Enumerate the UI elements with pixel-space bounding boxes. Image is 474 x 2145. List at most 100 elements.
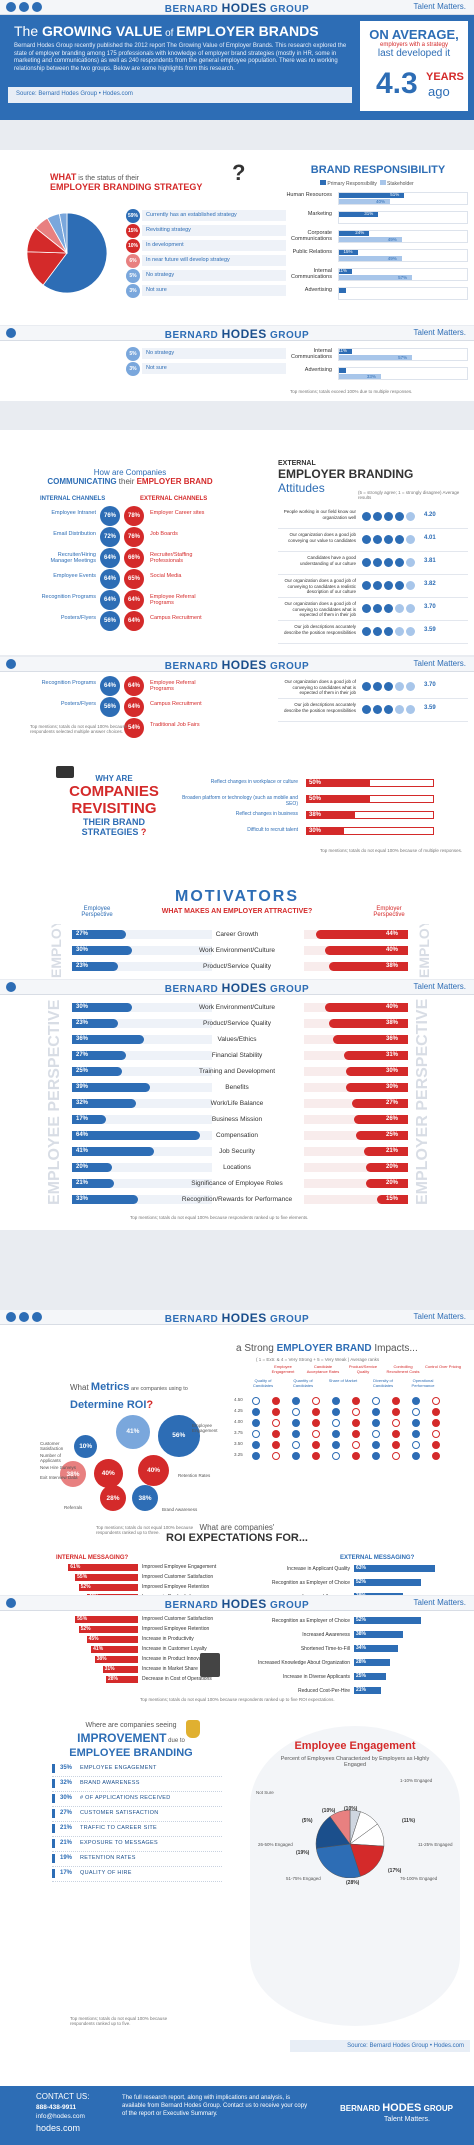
brand-logo: BERNARD HODES GROUP [164, 1311, 310, 1325]
engagement-slice-label: 1-10% Engaged [400, 1778, 433, 1783]
improve-marker [52, 1794, 55, 1803]
internal-channel-value: 76% [100, 506, 120, 526]
resp-label: Marketing [307, 211, 332, 217]
engagement-slice-value: (19%) [296, 1850, 310, 1856]
strategy-item: 10% In development [126, 238, 286, 253]
employee-track [72, 1067, 212, 1076]
engagement-labels: Not Sure 1-10% Engaged 11-25% Engaged 26-50… [250, 1772, 474, 1886]
internal-channel-value: 64% [100, 548, 120, 568]
primary-value: 24% [355, 230, 365, 235]
external-row: Increased Awareness 38% [232, 1629, 452, 1643]
roi-bubbles: 41% 56% 10% 40% 40% 38% 28% 38% Customer Satisfa… [40, 1415, 230, 1515]
score-dot [384, 512, 393, 521]
strategy-item: 3% Not sure [126, 283, 286, 298]
expect-note: Top mentions; totals do not equal 100% b… [140, 1697, 335, 1702]
facebook-icon[interactable] [6, 2, 16, 12]
employer-bar [356, 1131, 408, 1140]
impact-col-bottom: Share of Market [328, 1378, 358, 1383]
external-bar [354, 1645, 398, 1652]
primary-bar [338, 367, 346, 373]
internal-label: Improved Customer Satisfaction [142, 1616, 214, 1622]
brand-logo: BERNARD HODES GROUP [164, 1597, 310, 1611]
employer-value: 36% [386, 1036, 399, 1042]
years-number: 4.3 [376, 67, 418, 100]
linkedin-icon[interactable] [32, 2, 42, 12]
employee-value: 30% [76, 947, 89, 953]
revisit-value: 30% [309, 828, 322, 834]
employee-value: 41% [76, 1148, 89, 1154]
internal-messaging-label: INTERNAL MESSAGING? [56, 1555, 129, 1561]
contact-email[interactable]: info@hodes.com [36, 2113, 85, 2120]
improve-label: QUALITY OF HIRE [80, 1870, 132, 1876]
impact-dot [292, 1452, 300, 1460]
resp-label: Human Resources [286, 192, 332, 198]
internal-row: 28% Decrease in Cost of Operations [48, 1675, 228, 1685]
impact-col-bottom: Operational Performance [411, 1378, 435, 1388]
facebook-icon[interactable] [6, 1312, 16, 1322]
tagline: Talent Matters. [413, 659, 466, 668]
channel-row: Employee Events 64% 65% Social Media [0, 569, 250, 590]
external-value: 34% [356, 1645, 367, 1651]
impact-dot [292, 1419, 300, 1427]
internal-channel-value: 72% [100, 527, 120, 547]
impact-dot [332, 1452, 340, 1460]
motivator-row: 36% Values/Ethics 36% [0, 1033, 474, 1049]
motivator-label: Financial Stability [211, 1052, 263, 1059]
contact-phone[interactable]: 888-438-9911 [36, 2104, 77, 2111]
facebook-icon[interactable] [6, 1598, 16, 1608]
impact-scale: 3.50 [234, 1441, 243, 1446]
tagline: Talent Matters. [413, 2, 466, 11]
employer-bar [343, 1051, 408, 1060]
engagement-slice-value: (28%) [346, 1880, 360, 1886]
employer-track [304, 1195, 408, 1204]
primary-value: 15% [343, 249, 353, 254]
revisit-value: 38% [309, 812, 322, 818]
facebook-icon[interactable] [6, 659, 16, 669]
impact-dot [432, 1397, 440, 1405]
employee-value: 39% [76, 1084, 89, 1090]
strategy-list: 59% Currently has an established strategy… [126, 208, 286, 298]
twitter-icon[interactable] [19, 2, 29, 12]
impacts-title: a Strong EMPLOYER BRAND Impacts... [236, 1343, 418, 1354]
facebook-icon[interactable] [6, 328, 16, 338]
impact-dot [312, 1419, 320, 1427]
employee-value: 64% [76, 1132, 89, 1138]
engagement-subtitle: Percent of Employees Characterized by Em… [280, 1756, 430, 1768]
internal-channel-label: Email Distribution [53, 531, 96, 537]
motivator-row: 41% Job Security 21% [0, 1145, 474, 1161]
external-channel-value: 64% [124, 611, 144, 631]
employee-bar [72, 1147, 154, 1156]
employer-value: 20% [386, 1164, 399, 1170]
external-channel-value: 64% [124, 676, 144, 696]
internal-row: 45% Increase in Productivity [48, 1635, 228, 1645]
external-channel-label: Campus Recruitment [150, 701, 202, 707]
motivator-label: Business Mission [211, 1116, 263, 1123]
stake-value: 49% [387, 237, 397, 242]
primary-value: 51% [390, 192, 400, 197]
employer-value: 21% [386, 1148, 399, 1154]
internal-rows-2: 55% Improved Customer Satisfaction 52% Impr… [48, 1615, 228, 1685]
facebook-icon[interactable] [6, 982, 16, 992]
impact-dot [332, 1430, 340, 1438]
roi-bubble-label: Retention Rates [178, 1473, 211, 1478]
impact-dot [372, 1419, 380, 1427]
external-channel-label: Social Media [150, 573, 182, 579]
attitude-score: 3.70 [424, 682, 436, 688]
score-dot [373, 535, 382, 544]
engagement-slice [329, 1809, 351, 1845]
motivator-row: 20% Locations 20% [0, 1161, 474, 1177]
brand-resp-repeat: Internal Communications 11% 57% Advertising… [282, 346, 472, 384]
roi-bubble: 40% [94, 1459, 123, 1488]
impact-col-top: Controlling Recruitment Costs [386, 1364, 420, 1374]
contact-site[interactable]: hodes.com [36, 2123, 81, 2133]
impact-dot [412, 1430, 420, 1438]
primary-bar [338, 230, 370, 236]
strategy-label: In near future will develop strategy [142, 255, 286, 266]
linkedin-icon[interactable] [32, 1312, 42, 1322]
resp-row: Advertising 6% [282, 285, 472, 304]
score-dot [362, 682, 371, 691]
internal-row: 41% Increase in Customer Loyalty [48, 1645, 228, 1655]
twitter-icon[interactable] [19, 1312, 29, 1322]
impact-dot [392, 1430, 400, 1438]
score-dot [406, 558, 415, 567]
